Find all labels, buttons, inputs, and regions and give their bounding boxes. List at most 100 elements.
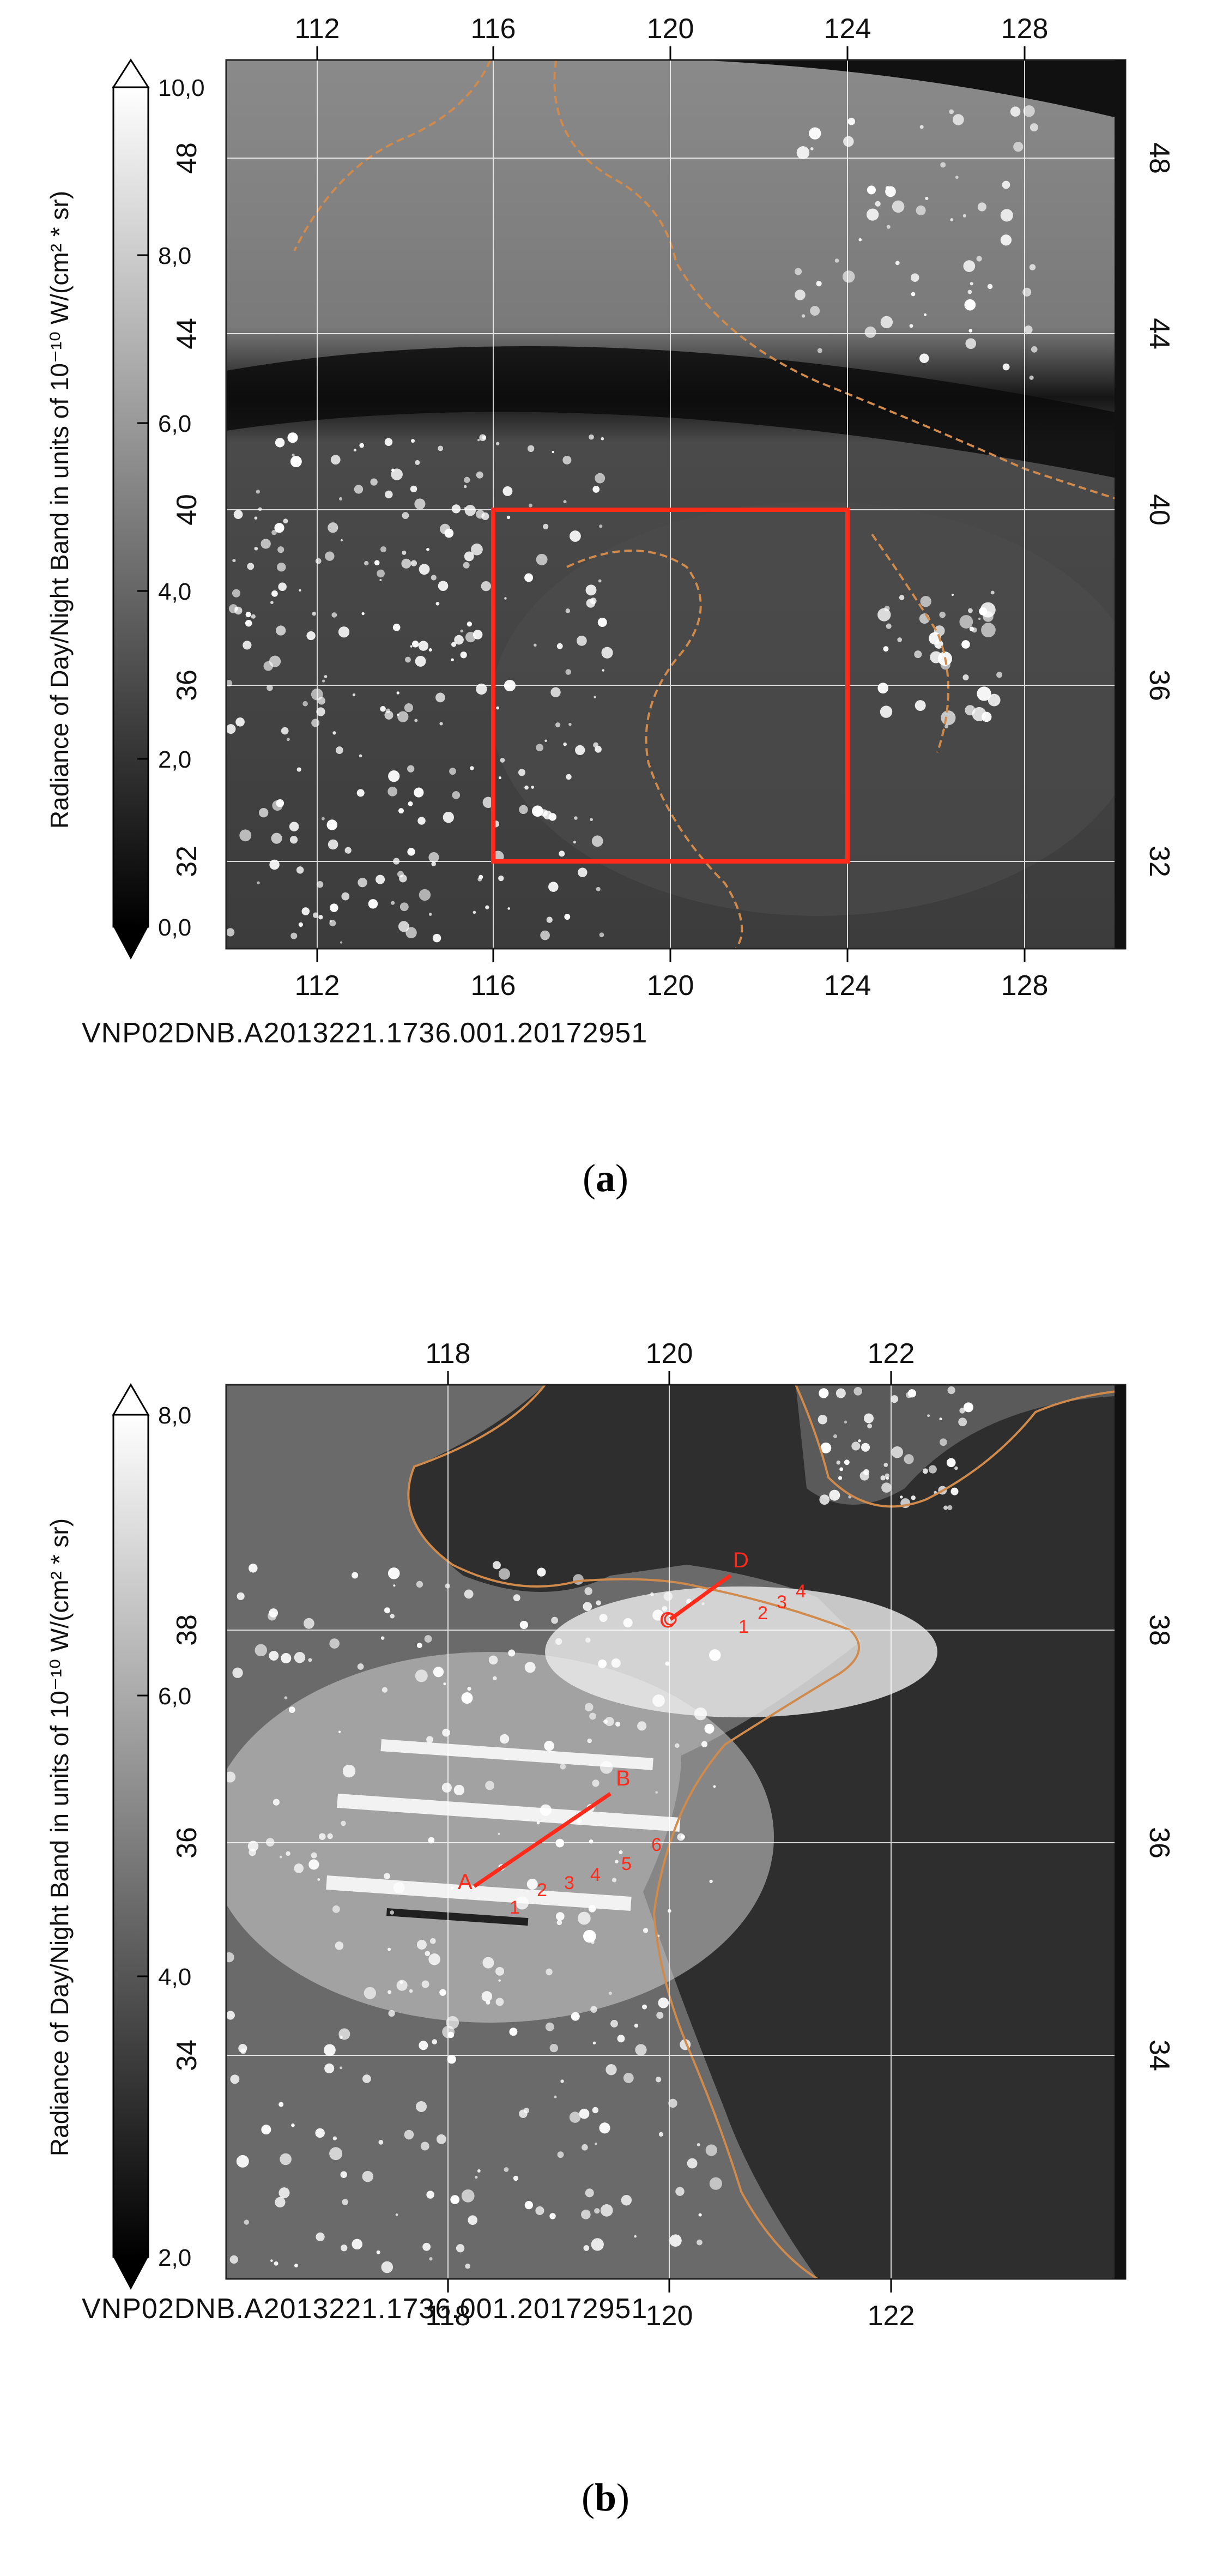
city-light — [464, 507, 467, 510]
transect-ab-point-label: 4 — [590, 1865, 601, 1885]
city-light — [504, 2167, 509, 2172]
city-light — [321, 817, 325, 821]
city-light — [543, 523, 549, 529]
city-light — [967, 608, 973, 613]
city-light — [422, 2242, 431, 2251]
city-light — [292, 454, 295, 457]
city-light — [508, 1649, 516, 1657]
city-light — [428, 1837, 435, 1844]
transect-endpoint-label: D — [733, 1548, 749, 1572]
city-light — [899, 595, 905, 600]
city-light — [233, 510, 243, 519]
city-light — [972, 627, 977, 633]
city-light — [555, 1638, 562, 1645]
map-a-lat-label-left: 44 — [171, 318, 203, 349]
city-light — [318, 915, 323, 920]
city-light — [883, 646, 889, 652]
city-light — [881, 1482, 892, 1493]
city-light — [226, 724, 236, 734]
city-light — [410, 560, 417, 566]
city-light — [560, 1763, 566, 1770]
city-light — [329, 1638, 340, 1649]
map-b-dark-streak — [386, 1908, 529, 1926]
city-light — [833, 1434, 838, 1439]
city-light — [687, 2158, 698, 2169]
city-light — [897, 637, 903, 642]
city-light — [540, 1804, 552, 1816]
map-b-lon-label-bottom: 120 — [646, 2300, 693, 2332]
city-light — [382, 1687, 388, 1693]
city-light — [359, 754, 362, 758]
city-light — [527, 445, 535, 453]
city-light — [939, 611, 946, 618]
map-b-haze — [226, 1652, 774, 2023]
city-light — [1013, 142, 1024, 152]
city-light — [426, 1736, 433, 1744]
city-light — [911, 292, 916, 297]
colorbar-a-tick-label: 4,0 — [158, 578, 191, 605]
transect-ab-point-label: 6 — [651, 1835, 662, 1855]
transect-endpoint-label: B — [616, 1766, 631, 1790]
city-light — [384, 710, 393, 720]
city-light — [399, 902, 409, 912]
city-light — [504, 597, 507, 600]
city-light — [416, 1939, 427, 1950]
city-light — [565, 608, 571, 613]
city-light — [498, 776, 501, 780]
city-light — [463, 485, 467, 488]
city-light — [438, 581, 449, 592]
city-light — [544, 739, 547, 742]
city-light — [698, 2213, 702, 2217]
panel-b-figure: 2,0 4,0 6,0 8,0 Radiance of Day/Night Band … — [45, 1338, 1175, 2332]
city-light — [354, 485, 364, 494]
map-a-lon-label-top: 124 — [824, 13, 871, 45]
city-light — [657, 1934, 660, 1938]
city-light — [364, 1987, 377, 1999]
city-light — [401, 558, 411, 569]
city-light — [675, 1743, 680, 1748]
city-light — [425, 1951, 431, 1957]
city-light — [255, 1644, 267, 1657]
city-light — [891, 1395, 899, 1403]
city-light — [983, 611, 994, 622]
city-light — [557, 2151, 564, 2158]
city-light — [585, 584, 597, 596]
city-light — [959, 615, 973, 629]
city-light — [296, 866, 304, 874]
map-b-right-edge — [1115, 1385, 1125, 2279]
city-light — [477, 2169, 481, 2173]
city-light — [421, 1980, 429, 1988]
city-light — [925, 196, 929, 201]
city-light — [596, 886, 601, 891]
city-light — [356, 789, 365, 797]
city-light — [315, 558, 322, 564]
city-light — [415, 460, 420, 465]
city-light — [532, 805, 543, 817]
map-b-lon-label-top: 122 — [868, 1338, 915, 1370]
city-light — [820, 1442, 832, 1453]
city-light — [940, 162, 946, 168]
city-light — [958, 1417, 967, 1427]
city-light — [563, 500, 567, 504]
city-light — [866, 208, 879, 221]
map-a-lon-label-top: 120 — [647, 13, 694, 45]
map-a-lon-label-bottom: 112 — [295, 970, 340, 1002]
city-light — [329, 920, 336, 927]
colorbar-a-gradient — [112, 86, 149, 928]
city-light — [393, 1882, 405, 1894]
city-light — [438, 445, 444, 451]
city-light — [562, 455, 572, 464]
city-light — [481, 1991, 493, 2002]
city-light — [476, 683, 487, 695]
city-light — [599, 2122, 610, 2134]
colorbar-b-bottom-arrow — [113, 2257, 148, 2290]
city-light — [623, 2073, 634, 2083]
city-light — [621, 2195, 632, 2206]
transect-cd-point-label: 1 — [738, 1616, 749, 1637]
city-light — [376, 2250, 380, 2254]
caption-b: (b) — [581, 2476, 629, 2519]
city-light — [524, 2201, 533, 2210]
city-light — [261, 2125, 271, 2135]
city-light — [308, 1859, 319, 1870]
city-light — [294, 1652, 306, 1663]
